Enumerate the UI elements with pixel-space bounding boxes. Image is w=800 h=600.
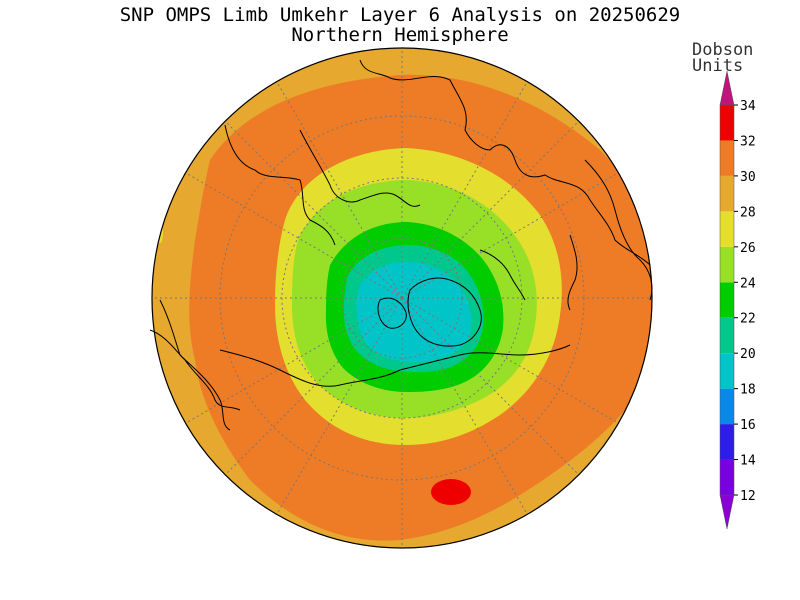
coastline-arctic-islands <box>377 297 407 329</box>
coastline-alaska <box>149 329 241 411</box>
colorbar-band <box>720 140 734 176</box>
coastlines <box>149 59 653 431</box>
map-boundary <box>151 47 653 549</box>
colorbar-tick-label: 30 <box>740 170 756 185</box>
field-local-maximum <box>431 479 471 505</box>
colorbar-lower-arrow <box>719 494 735 530</box>
page-subtitle: Northern Hemisphere <box>291 24 509 46</box>
colorbar-tick-label: 28 <box>740 205 756 220</box>
coastline-eurasia-north <box>359 59 651 266</box>
colorbar-band <box>720 282 734 318</box>
colorbar-outline <box>719 104 735 496</box>
coastline-north-america-west <box>159 299 231 431</box>
colorbar-tick-label: 24 <box>740 276 756 291</box>
coastline-greenland <box>407 277 482 347</box>
colorbar-band <box>720 175 734 212</box>
colorbar-ticks: 12 14 16 18 20 22 24 26 28 30 32 34 <box>734 99 756 504</box>
colorbar-tick-label: 32 <box>740 134 756 149</box>
colorbar-band <box>720 388 734 425</box>
coastline-japan <box>567 234 578 311</box>
colorbar-band <box>720 424 734 460</box>
colorbar-band <box>720 353 734 389</box>
colorbar-band <box>720 105 734 141</box>
colorbar-band <box>720 459 734 495</box>
coastline-europe <box>224 124 336 246</box>
coastline-north-america-north <box>219 344 571 387</box>
colorbar-tick-label: 34 <box>740 99 756 114</box>
colorbar-tick-label: 20 <box>740 347 756 362</box>
colorbar-tick-label: 26 <box>740 241 756 256</box>
units-label-line1: Dobson <box>692 40 754 60</box>
colorbar-tick-label: 18 <box>740 383 756 398</box>
colorbar: 12 14 16 18 20 22 24 26 28 30 32 34 <box>719 70 756 530</box>
graticule <box>152 48 652 548</box>
page-title: SNP OMPS Limb Umkehr Layer 6 Analysis on… <box>119 4 681 26</box>
colorbar-tick-label: 12 <box>740 489 756 504</box>
units-label-line2: Units <box>692 56 744 76</box>
colorbar-band <box>720 211 734 247</box>
colorbar-tick-label: 16 <box>740 418 756 433</box>
colorbar-tick-label: 22 <box>740 312 756 327</box>
field-cyan <box>356 261 472 363</box>
colorbar-band <box>720 317 734 354</box>
colorbar-upper-arrow <box>719 70 735 106</box>
colorbar-band <box>720 246 734 283</box>
colorbar-tick-label: 14 <box>740 454 756 469</box>
coastline-siberia <box>299 129 421 207</box>
coastline-scandinavia <box>479 249 526 301</box>
colorbar-bands <box>719 70 735 530</box>
units-label: Dobson Units <box>692 40 754 76</box>
